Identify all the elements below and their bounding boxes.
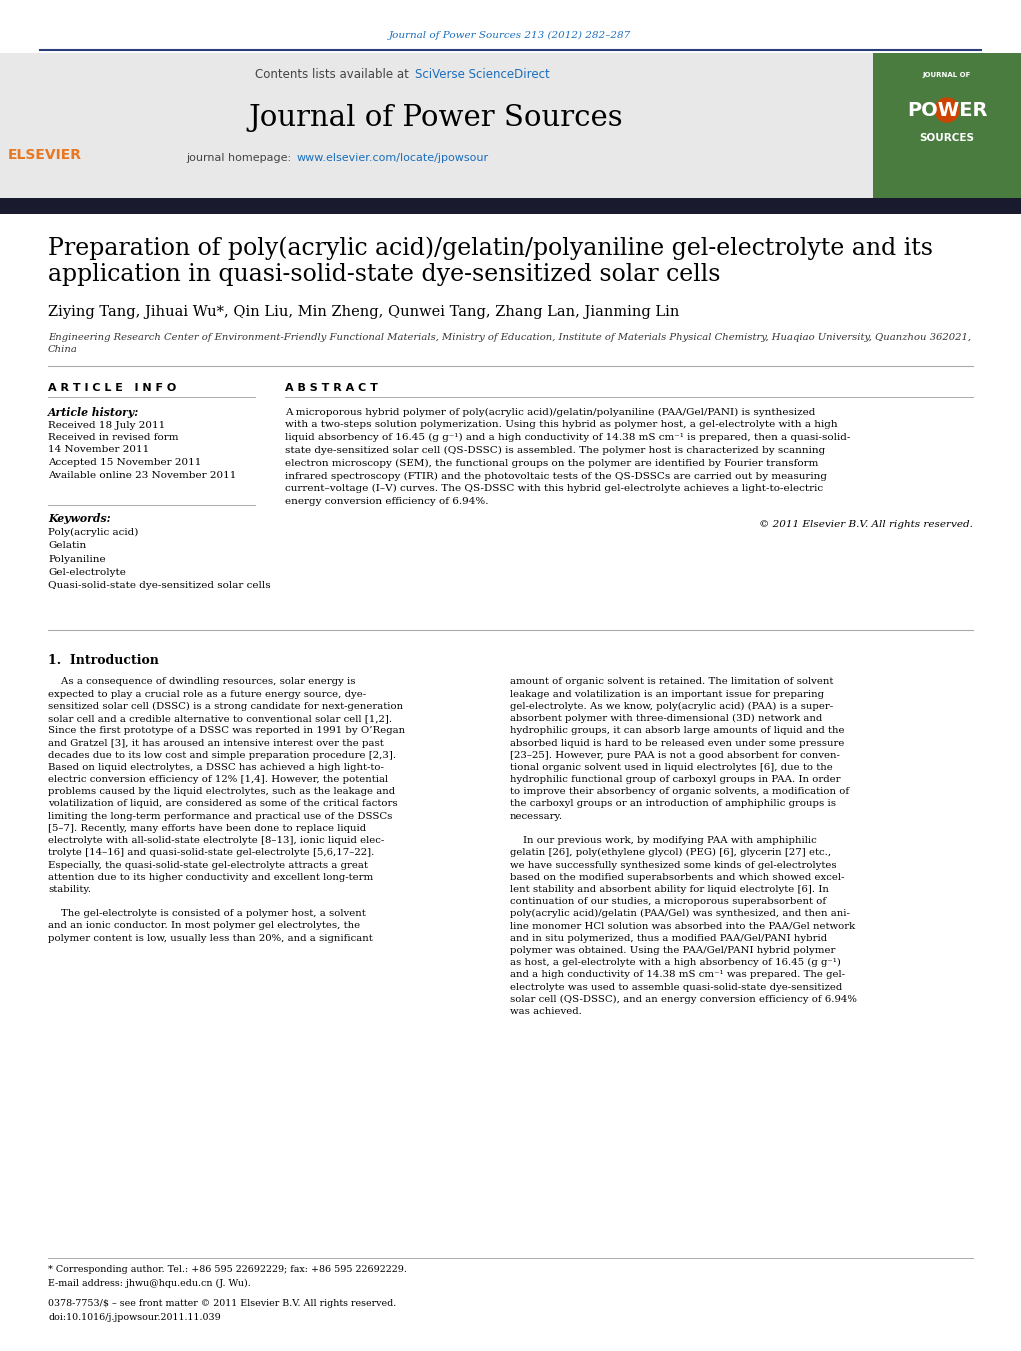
Text: As a consequence of dwindling resources, solar energy is: As a consequence of dwindling resources,… [48,677,355,686]
Text: Received 18 July 2011: Received 18 July 2011 [48,420,165,430]
FancyBboxPatch shape [873,53,1021,199]
Text: SOURCES: SOURCES [920,132,974,143]
Text: In our previous work, by modifying PAA with amphiphilic: In our previous work, by modifying PAA w… [510,836,817,846]
Text: volatilization of liquid, are considered as some of the critical factors: volatilization of liquid, are considered… [48,800,397,808]
Text: [5–7]. Recently, many efforts have been done to replace liquid: [5–7]. Recently, many efforts have been … [48,824,367,834]
Text: line monomer HCl solution was absorbed into the PAA/Gel network: line monomer HCl solution was absorbed i… [510,921,856,931]
Text: JOURNAL OF: JOURNAL OF [923,72,971,78]
Text: E-mail address: jhwu@hqu.edu.cn (J. Wu).: E-mail address: jhwu@hqu.edu.cn (J. Wu). [48,1278,251,1288]
Text: Ziying Tang, Jihuai Wu*, Qin Liu, Min Zheng, Qunwei Tang, Zhang Lan, Jianming Li: Ziying Tang, Jihuai Wu*, Qin Liu, Min Zh… [48,305,679,319]
Text: decades due to its low cost and simple preparation procedure [2,3].: decades due to its low cost and simple p… [48,751,396,759]
FancyBboxPatch shape [0,199,1021,213]
Text: Poly(acrylic acid): Poly(acrylic acid) [48,527,139,536]
Text: lent stability and absorbent ability for liquid electrolyte [6]. In: lent stability and absorbent ability for… [510,885,829,894]
Text: and Gratzel [3], it has aroused an intensive interest over the past: and Gratzel [3], it has aroused an inten… [48,739,384,747]
Text: infrared spectroscopy (FTIR) and the photovoltaic tests of the QS-DSSCs are carr: infrared spectroscopy (FTIR) and the pho… [285,471,827,481]
Text: trolyte [14–16] and quasi-solid-state gel-electrolyte [5,6,17–22].: trolyte [14–16] and quasi-solid-state ge… [48,848,375,858]
Text: Gelatin: Gelatin [48,540,86,550]
Text: Based on liquid electrolytes, a DSSC has achieved a high light-to-: Based on liquid electrolytes, a DSSC has… [48,763,384,771]
Text: and an ionic conductor. In most polymer gel electrolytes, the: and an ionic conductor. In most polymer … [48,921,360,931]
Text: Article history:: Article history: [48,407,139,417]
Text: based on the modified superabsorbents and which showed excel-: based on the modified superabsorbents an… [510,873,844,882]
Text: A R T I C L E   I N F O: A R T I C L E I N F O [48,382,177,393]
Text: with a two-steps solution polymerization. Using this hybrid as polymer host, a g: with a two-steps solution polymerization… [285,420,837,430]
Text: A B S T R A C T: A B S T R A C T [285,382,378,393]
Text: and a high conductivity of 14.38 mS cm⁻¹ was prepared. The gel-: and a high conductivity of 14.38 mS cm⁻¹… [510,970,845,979]
Text: doi:10.1016/j.jpowsour.2011.11.039: doi:10.1016/j.jpowsour.2011.11.039 [48,1313,221,1321]
Text: Quasi-solid-state dye-sensitized solar cells: Quasi-solid-state dye-sensitized solar c… [48,581,271,590]
Text: electric conversion efficiency of 12% [1,4]. However, the potential: electric conversion efficiency of 12% [1… [48,775,388,784]
Text: 14 November 2011: 14 November 2011 [48,446,149,454]
Text: polymer content is low, usually less than 20%, and a significant: polymer content is low, usually less tha… [48,934,373,943]
Text: absorbent polymer with three-dimensional (3D) network and: absorbent polymer with three-dimensional… [510,715,822,723]
Text: SciVerse ScienceDirect: SciVerse ScienceDirect [415,69,549,81]
Text: gelatin [26], poly(ethylene glycol) (PEG) [6], glycerin [27] etc.,: gelatin [26], poly(ethylene glycol) (PEG… [510,848,831,858]
Text: was achieved.: was achieved. [510,1006,582,1016]
Text: poly(acrylic acid)/gelatin (PAA/Gel) was synthesized, and then ani-: poly(acrylic acid)/gelatin (PAA/Gel) was… [510,909,849,919]
Text: solar cell (QS-DSSC), and an energy conversion efficiency of 6.94%: solar cell (QS-DSSC), and an energy conv… [510,994,857,1004]
Text: to improve their absorbency of organic solvents, a modification of: to improve their absorbency of organic s… [510,788,849,796]
Text: energy conversion efficiency of 6.94%.: energy conversion efficiency of 6.94%. [285,497,488,507]
Text: 0378-7753/$ – see front matter © 2011 Elsevier B.V. All rights reserved.: 0378-7753/$ – see front matter © 2011 El… [48,1300,396,1309]
Text: Accepted 15 November 2011: Accepted 15 November 2011 [48,458,201,467]
Text: Preparation of poly(acrylic acid)/gelatin/polyaniline gel-electrolyte and its: Preparation of poly(acrylic acid)/gelati… [48,236,933,259]
Text: as host, a gel-electrolyte with a high absorbency of 16.45 (g g⁻¹): as host, a gel-electrolyte with a high a… [510,958,841,967]
Text: necessary.: necessary. [510,812,564,820]
Text: polymer was obtained. Using the PAA/Gel/PANI hybrid polymer: polymer was obtained. Using the PAA/Gel/… [510,946,835,955]
Text: liquid absorbency of 16.45 (g g⁻¹) and a high conductivity of 14.38 mS cm⁻¹ is p: liquid absorbency of 16.45 (g g⁻¹) and a… [285,434,850,442]
Text: Received in revised form: Received in revised form [48,434,179,442]
Text: gel-electrolyte. As we know, poly(acrylic acid) (PAA) is a super-: gel-electrolyte. As we know, poly(acryli… [510,701,833,711]
Text: Journal of Power Sources 213 (2012) 282–287: Journal of Power Sources 213 (2012) 282–… [389,31,631,39]
Text: 1.  Introduction: 1. Introduction [48,654,159,666]
Text: [23–25]. However, pure PAA is not a good absorbent for conven-: [23–25]. However, pure PAA is not a good… [510,751,840,759]
Text: continuation of our studies, a microporous superabsorbent of: continuation of our studies, a microporo… [510,897,826,907]
Text: electrolyte with all-solid-state electrolyte [8–13], ionic liquid elec-: electrolyte with all-solid-state electro… [48,836,384,846]
Text: journal homepage:: journal homepage: [187,153,295,163]
Text: absorbed liquid is hard to be released even under some pressure: absorbed liquid is hard to be released e… [510,739,844,747]
Text: Polyaniline: Polyaniline [48,554,105,563]
Text: www.elsevier.com/locate/jpowsour: www.elsevier.com/locate/jpowsour [297,153,489,163]
Text: electrolyte was used to assemble quasi-solid-state dye-sensitized: electrolyte was used to assemble quasi-s… [510,982,842,992]
Text: we have successfully synthesized some kinds of gel-electrolytes: we have successfully synthesized some ki… [510,861,836,870]
Text: hydrophilic functional group of carboxyl groups in PAA. In order: hydrophilic functional group of carboxyl… [510,775,840,784]
Text: China: China [48,346,78,354]
Text: Keywords:: Keywords: [48,512,110,523]
Circle shape [935,99,959,122]
Text: stability.: stability. [48,885,91,894]
Text: and in situ polymerized, thus a modified PAA/Gel/PANI hybrid: and in situ polymerized, thus a modified… [510,934,827,943]
Text: Contents lists available at: Contents lists available at [255,69,414,81]
Text: Engineering Research Center of Environment-Friendly Functional Materials, Minist: Engineering Research Center of Environme… [48,332,971,342]
Text: Gel-electrolyte: Gel-electrolyte [48,567,126,577]
Text: ELSEVIER: ELSEVIER [8,149,82,162]
FancyBboxPatch shape [0,53,873,199]
Text: * Corresponding author. Tel.: +86 595 22692229; fax: +86 595 22692229.: * Corresponding author. Tel.: +86 595 22… [48,1266,407,1274]
Text: A microporous hybrid polymer of poly(acrylic acid)/gelatin/polyaniline (PAA/Gel/: A microporous hybrid polymer of poly(acr… [285,408,816,416]
Text: application in quasi-solid-state dye-sensitized solar cells: application in quasi-solid-state dye-sen… [48,262,721,285]
Text: POWER: POWER [907,100,987,119]
Text: solar cell and a credible alternative to conventional solar cell [1,2].: solar cell and a credible alternative to… [48,715,392,723]
Text: Since the first prototype of a DSSC was reported in 1991 by O’Regan: Since the first prototype of a DSSC was … [48,727,405,735]
Text: hydrophilic groups, it can absorb large amounts of liquid and the: hydrophilic groups, it can absorb large … [510,727,844,735]
Text: Available online 23 November 2011: Available online 23 November 2011 [48,470,237,480]
Text: current–voltage (I–V) curves. The QS-DSSC with this hybrid gel-electrolyte achie: current–voltage (I–V) curves. The QS-DSS… [285,484,823,493]
Text: the carboxyl groups or an introduction of amphiphilic groups is: the carboxyl groups or an introduction o… [510,800,836,808]
Text: Journal of Power Sources: Journal of Power Sources [249,104,623,132]
Text: sensitized solar cell (DSSC) is a strong candidate for next-generation: sensitized solar cell (DSSC) is a strong… [48,701,403,711]
Text: © 2011 Elsevier B.V. All rights reserved.: © 2011 Elsevier B.V. All rights reserved… [760,520,973,528]
Text: tional organic solvent used in liquid electrolytes [6], due to the: tional organic solvent used in liquid el… [510,763,833,771]
Text: state dye-sensitized solar cell (QS-DSSC) is assembled. The polymer host is char: state dye-sensitized solar cell (QS-DSSC… [285,446,825,455]
Text: The gel-electrolyte is consisted of a polymer host, a solvent: The gel-electrolyte is consisted of a po… [48,909,366,919]
Text: problems caused by the liquid electrolytes, such as the leakage and: problems caused by the liquid electrolyt… [48,788,395,796]
Text: limiting the long-term performance and practical use of the DSSCs: limiting the long-term performance and p… [48,812,392,820]
Text: Especially, the quasi-solid-state gel-electrolyte attracts a great: Especially, the quasi-solid-state gel-el… [48,861,368,870]
Text: amount of organic solvent is retained. The limitation of solvent: amount of organic solvent is retained. T… [510,677,833,686]
Text: electron microscopy (SEM), the functional groups on the polymer are identified b: electron microscopy (SEM), the functiona… [285,458,819,467]
Text: attention due to its higher conductivity and excellent long-term: attention due to its higher conductivity… [48,873,374,882]
Text: expected to play a crucial role as a future energy source, dye-: expected to play a crucial role as a fut… [48,690,367,698]
Text: leakage and volatilization is an important issue for preparing: leakage and volatilization is an importa… [510,690,824,698]
